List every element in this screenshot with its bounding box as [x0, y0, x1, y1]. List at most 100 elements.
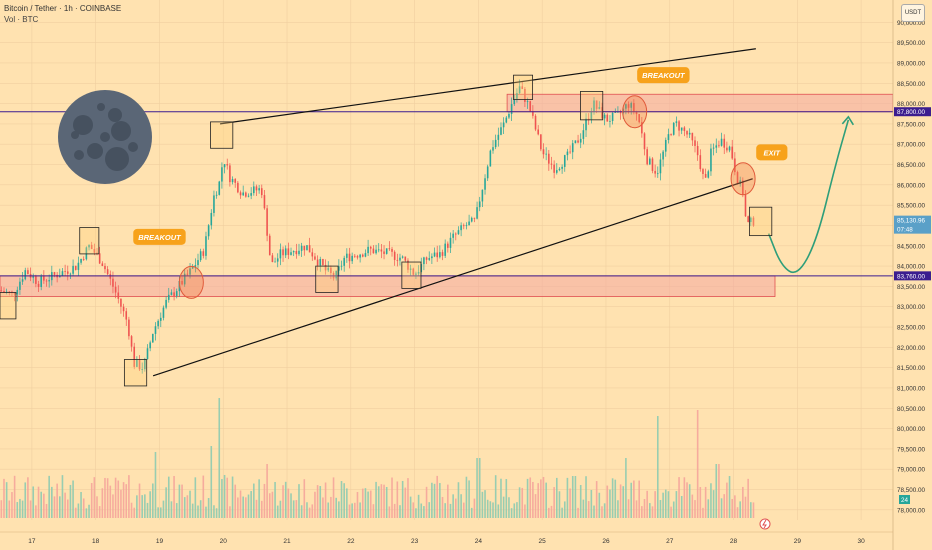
candle-body	[375, 249, 377, 254]
volume-bar	[702, 507, 704, 518]
candle-body	[175, 291, 178, 297]
volume-bar	[221, 479, 223, 518]
volume-bar	[739, 501, 741, 518]
currency-button[interactable]: USDT	[901, 4, 925, 22]
price-tick-label: 88,500.00	[897, 81, 926, 88]
price-zone	[0, 275, 776, 297]
candle-body	[409, 268, 412, 270]
volume-bar	[19, 498, 21, 518]
volume-bar	[343, 483, 345, 518]
candle-body	[112, 278, 114, 287]
volume-bar	[436, 475, 438, 518]
candle-body	[561, 166, 563, 169]
volume-bar	[194, 477, 197, 518]
volume-bar	[356, 491, 359, 518]
volume-bar	[654, 491, 656, 518]
candle-body	[167, 294, 170, 300]
candle-body	[191, 266, 194, 269]
price-tick-label: 80,000.00	[897, 426, 926, 433]
volume-bar	[694, 500, 696, 518]
candle-body	[205, 236, 207, 256]
candle-body	[170, 292, 173, 295]
volume-bar	[680, 495, 683, 518]
candle-body	[611, 112, 614, 121]
grid-lines	[0, 0, 893, 520]
volume-bar	[295, 500, 298, 518]
candle-body	[117, 292, 120, 299]
candle-body	[242, 192, 244, 196]
volume-bar	[101, 488, 104, 518]
volume-bar	[412, 502, 415, 518]
candle-body	[630, 103, 633, 108]
price-tick-label: 79,500.00	[897, 446, 926, 453]
candle-body	[457, 230, 460, 235]
candle-body	[566, 151, 569, 156]
volume-bar	[433, 483, 436, 518]
candle-body	[152, 333, 154, 343]
volume-bar	[465, 476, 468, 518]
volume-bar	[314, 491, 316, 518]
candle-body	[146, 348, 149, 360]
candle-body	[239, 192, 242, 196]
volume-bar	[505, 479, 508, 518]
candle-body	[601, 107, 603, 119]
volume-bar	[646, 490, 648, 518]
volume-bar	[734, 495, 736, 518]
candle-body	[505, 117, 508, 123]
volume-bar	[120, 489, 122, 518]
price-tick-label: 81,500.00	[897, 365, 926, 372]
volume-bar	[189, 490, 191, 518]
volume-bar	[141, 495, 143, 518]
volume-bar	[186, 495, 189, 518]
support-resistance-zones	[0, 93, 894, 297]
candle-body	[500, 127, 502, 135]
volume-bar	[77, 503, 80, 518]
volume-bar	[641, 506, 643, 518]
candle-body	[664, 139, 667, 152]
volume-bar	[683, 477, 686, 518]
volume-bar	[306, 502, 308, 518]
candle-body	[718, 145, 720, 147]
volume-bar	[614, 479, 617, 518]
candle-body	[750, 217, 752, 223]
volume-bar	[37, 486, 40, 518]
candle-body	[680, 127, 683, 131]
volume-bar	[555, 477, 558, 518]
candle-body	[16, 289, 19, 295]
candle-body	[194, 265, 197, 267]
volume-bar	[726, 482, 728, 518]
volume-bar	[191, 503, 194, 518]
highlight-box	[0, 292, 17, 320]
candle-body	[186, 273, 189, 275]
candle-body	[48, 280, 50, 282]
candle-body	[316, 259, 319, 266]
candle-body	[364, 253, 367, 257]
volume-bar	[516, 502, 518, 518]
volume-bar	[587, 501, 590, 518]
candle-body	[159, 317, 162, 321]
candle-body	[646, 149, 648, 165]
volume-bar	[481, 491, 484, 518]
candle-body	[213, 195, 215, 213]
volume-bar	[423, 506, 425, 518]
volume-bar	[106, 478, 109, 518]
time-tick-label: 26	[602, 538, 610, 545]
candle-body	[369, 246, 372, 249]
candle-body	[35, 276, 37, 284]
volume-bar	[16, 502, 19, 518]
price-tick-label: 82,500.00	[897, 325, 926, 332]
candle-body	[476, 207, 478, 219]
candle-body	[300, 245, 303, 251]
volume-bar	[104, 477, 106, 518]
callout-box	[637, 67, 690, 84]
time-tick-label: 20	[220, 538, 228, 545]
highlight-circle	[178, 265, 204, 299]
volume-bar	[593, 505, 595, 518]
volume-bar	[513, 503, 516, 518]
volume-bar	[492, 502, 494, 518]
candle-body	[260, 188, 263, 196]
candle-body	[66, 271, 69, 274]
volume-bar	[638, 480, 640, 518]
volume-bar	[348, 504, 351, 518]
